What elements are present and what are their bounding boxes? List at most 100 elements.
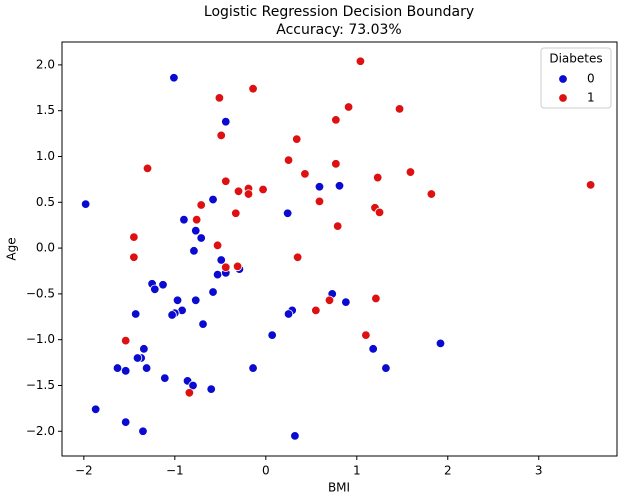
point bbox=[343, 102, 354, 112]
point bbox=[112, 363, 123, 373]
point bbox=[314, 196, 325, 207]
point bbox=[231, 208, 241, 218]
point bbox=[283, 155, 294, 165]
x-axis-label: BMI bbox=[328, 481, 350, 495]
point bbox=[435, 338, 446, 349]
point bbox=[120, 417, 131, 427]
point bbox=[248, 363, 258, 373]
point bbox=[248, 84, 258, 94]
point bbox=[324, 295, 335, 305]
point bbox=[80, 199, 91, 209]
point bbox=[139, 344, 149, 354]
y-tick-label: −0.5 bbox=[26, 286, 55, 300]
point bbox=[184, 388, 195, 398]
point bbox=[179, 214, 189, 225]
point bbox=[198, 319, 208, 329]
point bbox=[355, 56, 366, 66]
point bbox=[374, 207, 385, 218]
point bbox=[373, 172, 383, 183]
legend-marker bbox=[558, 74, 568, 84]
point bbox=[188, 380, 198, 391]
point bbox=[212, 269, 223, 280]
point bbox=[130, 309, 141, 319]
point bbox=[206, 384, 216, 394]
legend-title: Diabetes bbox=[549, 52, 602, 66]
point bbox=[243, 189, 254, 199]
point bbox=[120, 366, 131, 376]
point bbox=[208, 287, 218, 297]
point bbox=[292, 252, 303, 262]
x-tick-label: 2 bbox=[444, 464, 452, 478]
point bbox=[216, 255, 226, 265]
point bbox=[167, 310, 177, 320]
point bbox=[129, 252, 139, 262]
y-tick-label: 0.5 bbox=[36, 195, 55, 209]
y-tick-label: 1.5 bbox=[36, 103, 55, 117]
point bbox=[189, 246, 199, 256]
point bbox=[361, 330, 371, 340]
point bbox=[334, 181, 345, 191]
point bbox=[169, 73, 179, 83]
point bbox=[221, 262, 231, 273]
y-tick-label: 2.0 bbox=[36, 57, 55, 71]
point bbox=[129, 232, 139, 242]
point bbox=[232, 261, 243, 272]
point bbox=[221, 176, 231, 186]
point bbox=[282, 208, 293, 218]
x-tick-label: 0 bbox=[262, 464, 270, 478]
legend-label: 0 bbox=[587, 72, 595, 86]
point bbox=[120, 335, 131, 346]
point bbox=[141, 363, 152, 373]
point bbox=[196, 233, 206, 243]
point bbox=[381, 363, 391, 373]
point bbox=[332, 221, 343, 231]
legend-label: 1 bbox=[587, 91, 595, 105]
legend-box bbox=[540, 47, 612, 109]
point bbox=[191, 214, 202, 225]
point bbox=[426, 189, 437, 199]
point bbox=[160, 373, 170, 383]
plot-frame bbox=[61, 41, 618, 457]
chart-subtitle: Accuracy: 73.03% bbox=[276, 22, 401, 38]
point bbox=[258, 184, 268, 195]
point bbox=[341, 297, 351, 307]
point bbox=[331, 115, 341, 125]
point bbox=[311, 305, 321, 316]
point bbox=[138, 426, 148, 436]
y-tick-label: −2.0 bbox=[26, 424, 55, 438]
point bbox=[208, 194, 218, 205]
point bbox=[142, 163, 153, 174]
y-tick-label: −1.5 bbox=[26, 378, 55, 392]
point bbox=[221, 116, 231, 127]
point bbox=[172, 295, 183, 305]
point bbox=[267, 330, 277, 340]
x-tick-label: 1 bbox=[353, 464, 361, 478]
point bbox=[585, 180, 596, 190]
point bbox=[158, 280, 168, 290]
point bbox=[191, 225, 201, 236]
point bbox=[292, 134, 302, 144]
point bbox=[196, 200, 206, 210]
y-tick-label: 1.0 bbox=[36, 149, 55, 163]
legend-marker bbox=[558, 93, 568, 103]
point bbox=[290, 431, 300, 441]
point bbox=[216, 130, 226, 141]
point bbox=[405, 167, 416, 177]
point bbox=[233, 186, 244, 196]
point bbox=[214, 93, 225, 103]
point bbox=[300, 169, 310, 179]
chart-title: Logistic Regression Decision Boundary bbox=[204, 4, 474, 20]
y-axis-label: Age bbox=[5, 237, 19, 260]
point bbox=[314, 182, 325, 192]
point bbox=[394, 104, 405, 114]
point bbox=[132, 353, 143, 363]
point bbox=[212, 240, 223, 251]
point bbox=[191, 295, 201, 305]
x-tick-label: −1 bbox=[166, 464, 184, 478]
y-tick-label: −1.0 bbox=[26, 332, 55, 346]
point bbox=[368, 344, 378, 354]
point bbox=[331, 159, 341, 169]
x-tick-label: 3 bbox=[535, 464, 543, 478]
point bbox=[371, 293, 381, 304]
